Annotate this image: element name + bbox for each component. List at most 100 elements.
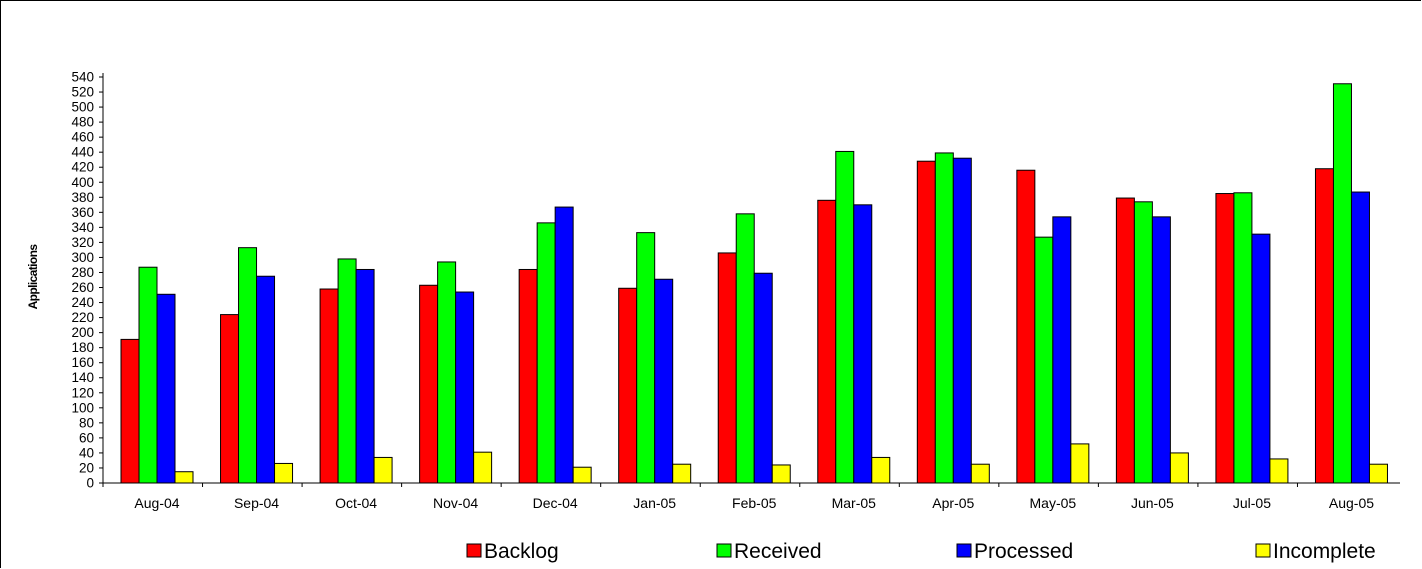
bar-received-jan-05 — [636, 232, 656, 484]
bar-incomplete-mar-05 — [871, 456, 891, 484]
bar-received-mar-05 — [835, 150, 855, 484]
y-tick-label: 380 — [71, 190, 94, 205]
y-axis-ticks: 0204060801001201401601802002202402602803… — [71, 70, 103, 491]
bar-processed-oct-04 — [355, 268, 375, 484]
bar-backlog-apr-05 — [916, 160, 936, 484]
bar-received-apr-05 — [934, 152, 954, 484]
bar-incomplete-jan-05 — [672, 463, 692, 484]
bar-incomplete-feb-05 — [771, 464, 791, 484]
x-tick-label: Jun-05 — [1131, 495, 1174, 511]
bar-received-jul-05 — [1233, 192, 1253, 484]
bar-incomplete-aug-04 — [174, 471, 194, 484]
x-tick-label: Mar-05 — [832, 495, 877, 511]
bar-incomplete-aug-05 — [1368, 463, 1388, 484]
bar-backlog-aug-05 — [1314, 168, 1334, 484]
bar-received-aug-04 — [138, 266, 158, 484]
axes — [99, 73, 1400, 484]
y-tick-label: 360 — [71, 205, 94, 220]
x-tick-label: Apr-05 — [932, 495, 974, 511]
bar-incomplete-dec-04 — [572, 466, 592, 484]
legend-swatch-incomplete — [1255, 543, 1271, 558]
bar-processed-aug-05 — [1350, 191, 1370, 484]
bar-received-dec-04 — [536, 222, 556, 484]
y-tick-label: 120 — [71, 385, 94, 400]
y-tick-label: 320 — [71, 235, 94, 250]
y-axis-label: Applications — [26, 244, 40, 310]
bar-processed-sep-04 — [256, 275, 276, 484]
y-tick-label: 460 — [71, 130, 94, 145]
bar-backlog-jun-05 — [1115, 197, 1135, 484]
bar-received-nov-04 — [437, 261, 457, 484]
bar-processed-nov-04 — [455, 291, 475, 484]
x-tick-label: Aug-05 — [1329, 495, 1374, 511]
x-tick-label: Dec-04 — [533, 495, 578, 511]
bar-backlog-dec-04 — [518, 268, 538, 484]
bar-received-aug-05 — [1332, 83, 1352, 484]
legend-label-processed: Processed — [974, 540, 1073, 563]
y-tick-label: 520 — [71, 85, 94, 100]
y-tick-label: 100 — [71, 400, 94, 415]
bar-backlog-jan-05 — [618, 287, 638, 484]
y-tick-label: 540 — [71, 70, 94, 85]
bar-processed-dec-04 — [554, 206, 574, 484]
bar-incomplete-jun-05 — [1169, 452, 1189, 484]
bar-backlog-jul-05 — [1215, 193, 1235, 484]
x-tick-label: Jan-05 — [633, 495, 676, 511]
bar-incomplete-sep-04 — [274, 462, 294, 484]
bar-processed-aug-04 — [156, 293, 176, 484]
bar-received-feb-05 — [735, 213, 755, 484]
bar-backlog-feb-05 — [717, 252, 737, 484]
bar-processed-jun-05 — [1151, 216, 1171, 484]
x-tick-label: May-05 — [1030, 495, 1077, 511]
bar-incomplete-nov-04 — [473, 451, 493, 484]
x-tick-label: Feb-05 — [732, 495, 777, 511]
legend-swatch-backlog — [466, 543, 482, 558]
bar-processed-mar-05 — [853, 204, 873, 484]
y-tick-label: 40 — [79, 445, 94, 460]
bar-processed-may-05 — [1052, 216, 1072, 484]
bar-processed-jan-05 — [654, 278, 674, 484]
bar-incomplete-jul-05 — [1269, 458, 1289, 484]
x-tick-label: Sep-04 — [234, 495, 279, 511]
bar-incomplete-oct-04 — [373, 456, 393, 484]
x-axis-ticks: Aug-04 Sep-04 Oct-04 Nov-04 Dec-04 Jan-05 Feb-… — [102, 483, 1374, 511]
bar-backlog-oct-04 — [319, 288, 339, 484]
y-tick-label: 80 — [79, 415, 94, 430]
bar-backlog-mar-05 — [817, 199, 837, 484]
y-tick-label: 20 — [79, 460, 94, 475]
y-tick-label: 160 — [71, 355, 94, 370]
y-tick-label: 280 — [71, 265, 94, 280]
x-tick-label: Jul-05 — [1233, 495, 1271, 511]
x-tick-label: Oct-04 — [335, 495, 377, 511]
bar-processed-jul-05 — [1251, 233, 1271, 484]
bar-processed-feb-05 — [753, 272, 773, 484]
y-tick-label: 420 — [71, 160, 94, 175]
y-tick-label: 500 — [71, 100, 94, 115]
x-tick-label: Nov-04 — [433, 495, 478, 511]
bar-received-sep-04 — [238, 247, 258, 484]
bar-backlog-may-05 — [1016, 169, 1036, 484]
legend-label-incomplete: Incomplete — [1273, 540, 1376, 563]
y-tick-label: 60 — [79, 430, 94, 445]
y-tick-label: 220 — [71, 310, 94, 325]
bar-backlog-aug-04 — [120, 338, 140, 484]
y-tick-label: 200 — [71, 325, 94, 340]
legend-label-backlog: Backlog — [484, 540, 559, 563]
bar-backlog-nov-04 — [419, 284, 439, 484]
bar-received-oct-04 — [337, 258, 357, 484]
y-tick-label: 300 — [71, 250, 94, 265]
y-tick-label: 400 — [71, 175, 94, 190]
y-tick-label: 240 — [71, 295, 94, 310]
bar-backlog-sep-04 — [220, 314, 240, 484]
legend-swatch-processed — [956, 543, 972, 558]
bar-received-may-05 — [1034, 236, 1054, 484]
bar-incomplete-may-05 — [1070, 443, 1090, 484]
y-tick-label: 260 — [71, 280, 94, 295]
x-tick-label: Aug-04 — [134, 495, 179, 511]
legend: Backlog Received Processed Incomplete — [466, 540, 1376, 563]
y-tick-label: 480 — [71, 115, 94, 130]
y-tick-label: 340 — [71, 220, 94, 235]
legend-label-received: Received — [734, 540, 822, 563]
